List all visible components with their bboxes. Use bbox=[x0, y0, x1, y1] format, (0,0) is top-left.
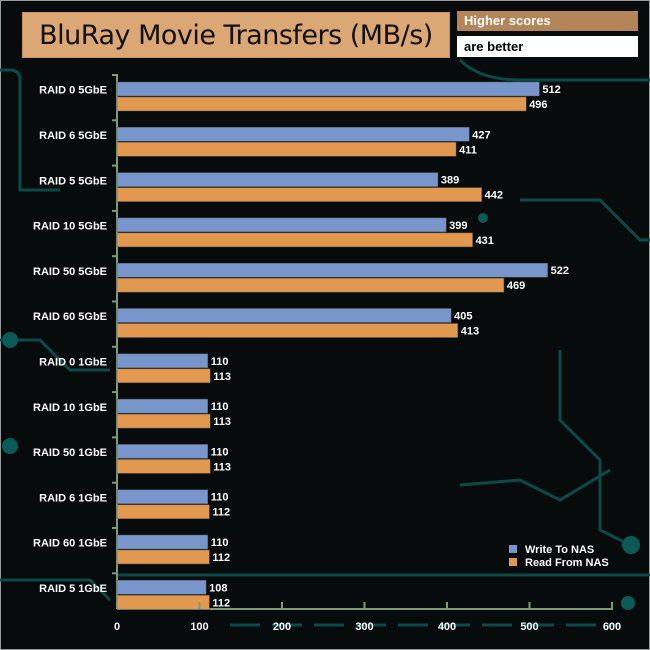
x-tick-label: 600 bbox=[603, 621, 621, 633]
category-label: RAID 0 1GbE bbox=[39, 356, 107, 368]
category-label: RAID 50 1GbE bbox=[33, 447, 107, 459]
x-tick-label: 500 bbox=[520, 621, 538, 633]
data-label: 496 bbox=[529, 99, 547, 111]
bar-read bbox=[116, 323, 458, 338]
circuit-line bbox=[0, 578, 112, 602]
data-label: 405 bbox=[454, 311, 472, 323]
bar-read bbox=[116, 277, 505, 293]
bar-write bbox=[116, 172, 439, 187]
category-label: RAID 10 5GbE bbox=[33, 221, 107, 233]
category-label: RAID 6 5GbE bbox=[39, 130, 107, 142]
circuit-line bbox=[459, 468, 611, 502]
bar-write bbox=[116, 534, 208, 550]
data-label: 110 bbox=[211, 356, 229, 368]
x-tick-label: 100 bbox=[190, 621, 208, 633]
bar-write bbox=[116, 398, 208, 414]
bar-write bbox=[116, 217, 447, 233]
circuit-node bbox=[621, 596, 635, 610]
bar-write bbox=[116, 308, 452, 323]
data-label: 413 bbox=[461, 326, 479, 338]
data-label: 427 bbox=[472, 129, 490, 141]
category-label: RAID 5 5GbE bbox=[39, 175, 107, 187]
data-label: 113 bbox=[213, 461, 231, 473]
circuit-line bbox=[558, 350, 631, 547]
data-label: 110 bbox=[211, 492, 229, 504]
data-label: 442 bbox=[485, 190, 503, 202]
note-are-better: are better bbox=[457, 36, 638, 57]
category-label: RAID 5 1GbE bbox=[39, 583, 107, 595]
data-label: 110 bbox=[211, 537, 229, 549]
data-label: 389 bbox=[441, 175, 459, 187]
bar-read bbox=[116, 549, 210, 565]
bar-read bbox=[116, 504, 210, 519]
bar-read bbox=[116, 187, 482, 202]
bar-read bbox=[116, 368, 211, 384]
bar-write bbox=[116, 127, 470, 142]
circuit-line bbox=[520, 198, 650, 242]
bar-write bbox=[116, 262, 548, 278]
x-tick-label: 0 bbox=[114, 621, 120, 633]
bar-write bbox=[116, 444, 208, 459]
data-label: 512 bbox=[542, 84, 560, 96]
circuit-line bbox=[458, 58, 650, 82]
bar-write bbox=[116, 489, 208, 504]
bar-write bbox=[116, 81, 540, 97]
legend-label: Write To NAS bbox=[525, 544, 594, 556]
data-label: 110 bbox=[211, 401, 229, 413]
x-tick-label: 300 bbox=[355, 621, 373, 633]
bar-read bbox=[116, 232, 473, 248]
data-label: 113 bbox=[213, 371, 231, 383]
category-label: RAID 0 5GbE bbox=[39, 85, 107, 97]
bar-read bbox=[116, 413, 211, 429]
bar-read bbox=[116, 96, 527, 112]
circuit-line bbox=[0, 338, 110, 372]
data-label: 522 bbox=[551, 265, 569, 277]
legend-swatch bbox=[509, 545, 517, 553]
category-label: RAID 10 1GbE bbox=[33, 402, 107, 414]
category-label: RAID 60 5GbE bbox=[33, 311, 107, 323]
category-label: RAID 50 5GbE bbox=[33, 266, 107, 278]
data-label: 112 bbox=[212, 552, 230, 564]
circuit-node bbox=[2, 438, 18, 454]
bar-read bbox=[116, 595, 210, 610]
data-label: 110 bbox=[211, 446, 229, 458]
circuit-line bbox=[0, 68, 60, 192]
bar-write bbox=[116, 353, 208, 369]
data-label: 112 bbox=[212, 507, 230, 519]
bar-read bbox=[116, 142, 457, 157]
bar-read bbox=[116, 459, 211, 474]
legend-label: Read From NAS bbox=[525, 557, 609, 569]
legend-swatch bbox=[509, 558, 517, 566]
data-label: 108 bbox=[209, 582, 227, 594]
chart-title: BluRay Movie Transfers (MB/s) bbox=[22, 12, 450, 58]
note-higher-scores: Higher scores bbox=[457, 11, 638, 31]
x-tick-label: 200 bbox=[273, 621, 291, 633]
data-label: 431 bbox=[476, 235, 494, 247]
category-label: RAID 60 1GbE bbox=[33, 538, 107, 550]
circuit-node bbox=[622, 536, 640, 554]
x-tick-label: 400 bbox=[438, 621, 456, 633]
data-label: 411 bbox=[459, 144, 477, 156]
bar-write bbox=[116, 580, 207, 595]
data-label: 399 bbox=[449, 220, 467, 232]
data-label: 112 bbox=[212, 597, 230, 609]
data-label: 113 bbox=[213, 416, 231, 428]
circuit-node bbox=[2, 332, 18, 348]
data-label: 469 bbox=[507, 280, 525, 292]
category-label: RAID 6 1GbE bbox=[39, 492, 107, 504]
circuit-node bbox=[478, 213, 488, 223]
